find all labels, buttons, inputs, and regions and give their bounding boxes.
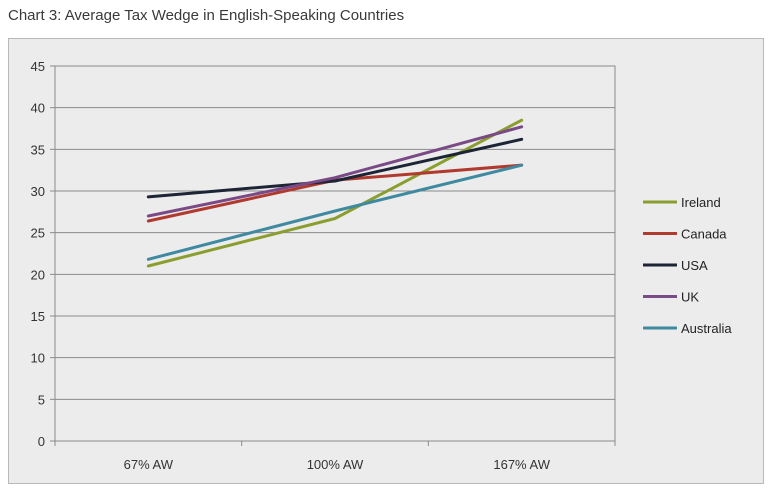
y-tick-label: 35: [31, 142, 45, 157]
y-tick-label: 20: [31, 267, 45, 282]
y-tick-label: 45: [31, 59, 45, 74]
legend-label-australia: Australia: [681, 321, 732, 336]
y-tick-label: 40: [31, 101, 45, 116]
chart-title: Chart 3: Average Tax Wedge in English-Sp…: [8, 7, 405, 24]
x-tick-label: 100% AW: [307, 457, 364, 472]
x-tick-label: 67% AW: [124, 457, 174, 472]
y-tick-label: 15: [31, 309, 45, 324]
legend-label-canada: Canada: [681, 227, 727, 242]
legend-label-uk: UK: [681, 290, 699, 305]
series-line-australia: [146, 163, 524, 261]
legend-label-usa: USA: [681, 258, 708, 273]
legend-label-ireland: Ireland: [681, 195, 721, 210]
y-tick-label: 5: [38, 392, 45, 407]
y-tick-label: 10: [31, 351, 45, 366]
x-tick-label: 167% AW: [493, 457, 550, 472]
y-tick-label: 30: [31, 184, 45, 199]
series-line-uk: [146, 125, 524, 218]
y-tick-label: 25: [31, 226, 45, 241]
series-line-usa: [146, 137, 524, 199]
y-tick-label: 0: [38, 434, 45, 449]
plot-area: [54, 65, 616, 442]
